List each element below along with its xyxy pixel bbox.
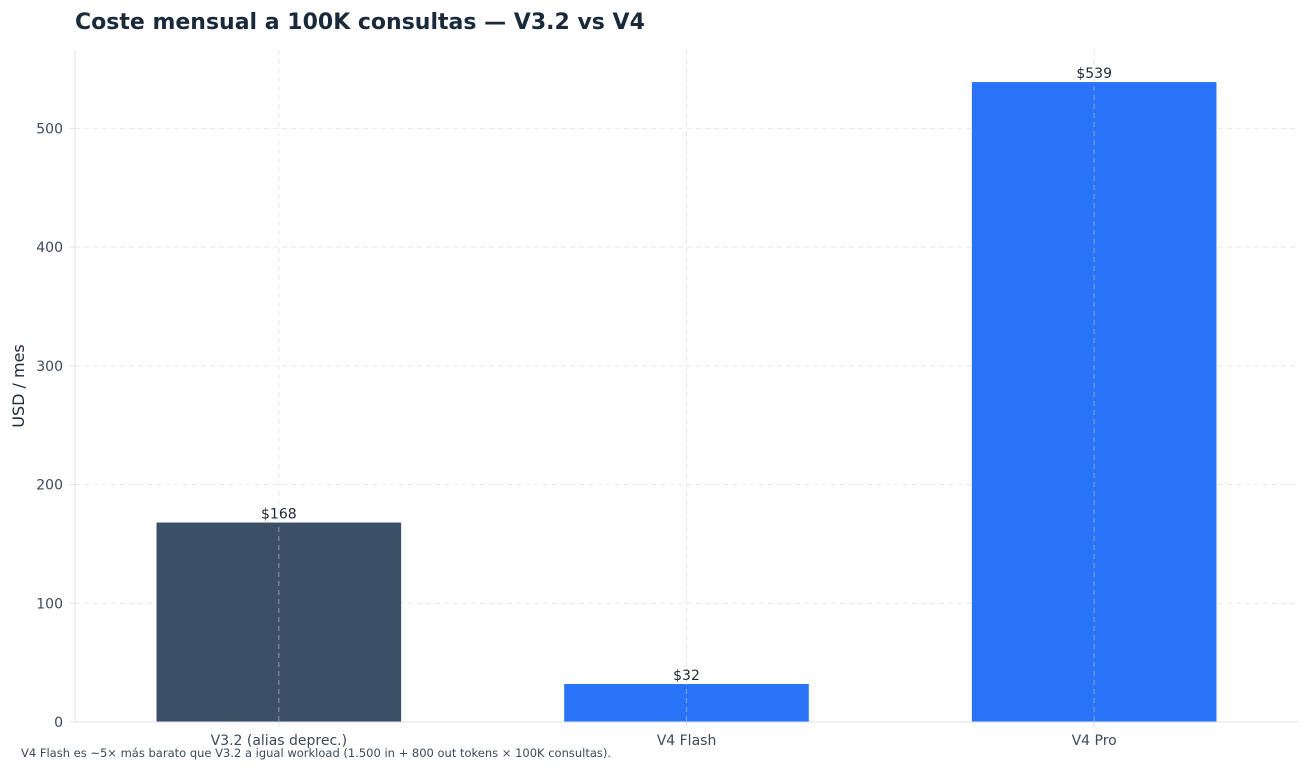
x-ticks: V3.2 (alias deprec.) V4 Flash V4 Pro xyxy=(211,722,1117,749)
x-tick-label: V3.2 (alias deprec.) xyxy=(211,733,348,749)
data-label: $168 xyxy=(261,507,297,523)
y-ticks: 0 100 200 300 400 500 xyxy=(36,121,75,731)
y-tick-label: 200 xyxy=(36,478,63,494)
y-axis-label: USD / mes xyxy=(9,344,28,428)
data-label: $32 xyxy=(673,668,700,684)
y-tick-label: 300 xyxy=(36,359,63,375)
x-tick-label: V4 Pro xyxy=(1072,733,1117,749)
y-tick-label: 500 xyxy=(36,121,63,137)
data-label: $539 xyxy=(1076,66,1112,82)
footnote: V4 Flash es ~5× más barato que V3.2 a ig… xyxy=(21,746,611,760)
vertical-grid-layer xyxy=(278,50,1095,722)
value-labels: $168 $32 $539 xyxy=(261,66,1112,684)
y-tick-label: 100 xyxy=(36,596,63,612)
y-tick-label: 400 xyxy=(36,240,63,256)
x-tick-label: V4 Flash xyxy=(657,733,717,749)
y-tick-label: 0 xyxy=(54,715,63,731)
chart-title: Coste mensual a 100K consultas — V3.2 vs… xyxy=(75,10,645,35)
